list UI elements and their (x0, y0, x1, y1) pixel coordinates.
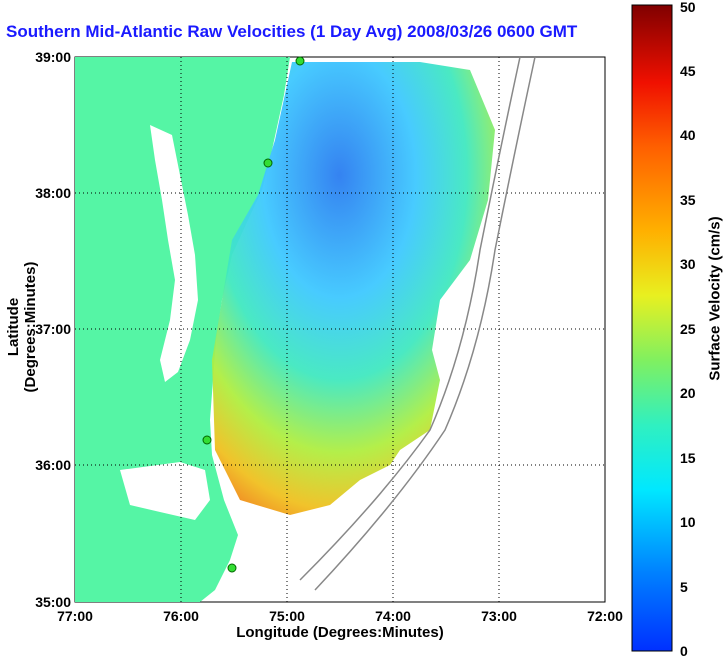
colorbar-tick: 40 (680, 127, 696, 143)
stations (202, 56, 305, 573)
colorbar-tick: 10 (680, 514, 696, 530)
y-tick: 39:00 (35, 49, 71, 65)
colorbar-tick: 30 (680, 256, 696, 272)
colorbar-tick: 0 (680, 643, 688, 659)
colorbar-tick: 25 (680, 321, 696, 337)
colorbar (631, 4, 673, 652)
pamlico-sound (120, 462, 210, 520)
x-tick-labels: 77:00 76:00 75:00 74:00 73:00 72:00 (57, 608, 623, 624)
colorbar-tick-labels: 0 5 10 15 20 25 30 35 40 45 50 (680, 0, 696, 659)
x-tick: 75:00 (269, 608, 305, 624)
y-tick: 35:00 (35, 594, 71, 610)
y-tick: 38:00 (35, 185, 71, 201)
x-tick: 72:00 (587, 608, 623, 624)
grid (75, 57, 605, 602)
colorbar-tick: 50 (680, 0, 696, 15)
colorbar-tick: 35 (680, 192, 696, 208)
colorbar-tick: 20 (680, 385, 696, 401)
y-tick: 37:00 (35, 321, 71, 337)
colorbar-tick: 5 (680, 579, 688, 595)
x-tick: 76:00 (163, 608, 199, 624)
map-title: Southern Mid-Atlantic Raw Velocities (1 … (6, 22, 578, 41)
y-tick-labels: 39:00 38:00 37:00 36:00 35:00 (35, 49, 71, 610)
colorbar-tick: 45 (680, 63, 696, 79)
velocity-field (212, 62, 495, 515)
chesapeake-bay (150, 125, 198, 382)
colorbar-tick: 15 (680, 450, 696, 466)
isobaths (299, 56, 536, 591)
y-tick: 36:00 (35, 457, 71, 473)
x-tick: 73:00 (481, 608, 517, 624)
x-tick: 74:00 (375, 608, 411, 624)
x-tick: 77:00 (57, 608, 93, 624)
x-axis-label: Longitude (Degrees:Minutes) (236, 624, 444, 641)
